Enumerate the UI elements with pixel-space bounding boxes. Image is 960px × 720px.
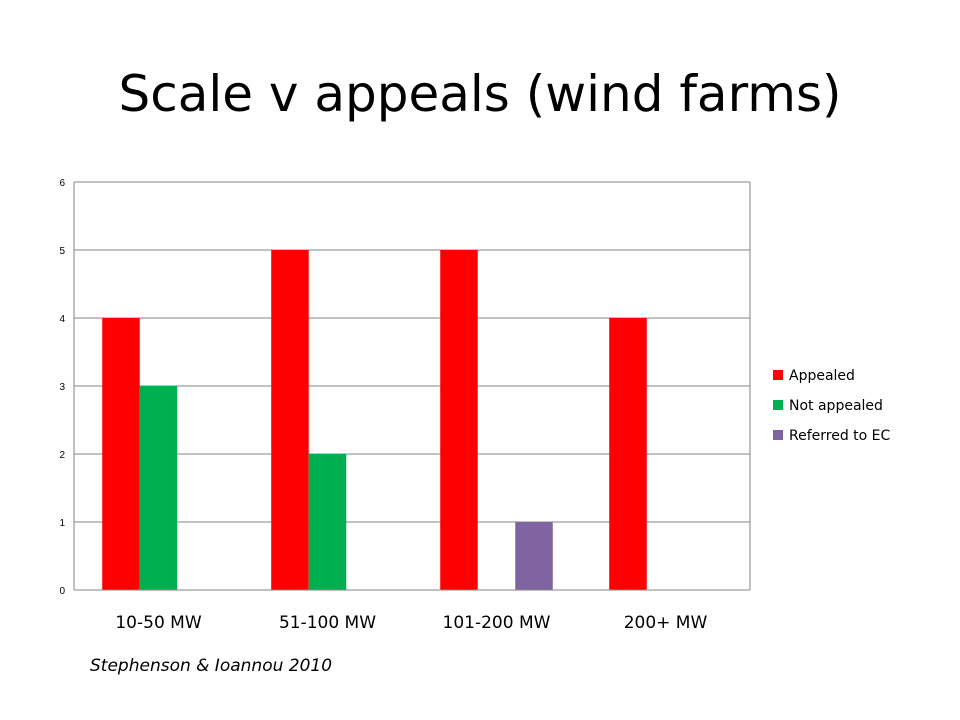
legend-label: Not appealed	[789, 398, 883, 414]
y-tick-label: 3	[59, 382, 65, 393]
y-tick-label: 5	[59, 246, 65, 257]
x-tick-label: 51-100 MW	[279, 613, 376, 633]
legend-swatch	[773, 430, 783, 440]
y-tick-label: 0	[59, 586, 65, 597]
bar	[139, 386, 178, 590]
bar	[271, 250, 309, 590]
bar	[308, 454, 347, 590]
legend-label: Appealed	[789, 368, 855, 384]
bars	[102, 250, 647, 590]
source-citation: Stephenson & Ioannou 2010	[90, 656, 333, 676]
y-tick-labels: 0 1 2 3 4 5 6	[59, 178, 65, 597]
y-tick-label: 2	[59, 450, 65, 461]
x-tick-label: 10-50 MW	[115, 613, 201, 633]
y-tick-label: 1	[59, 518, 65, 529]
legend-swatch	[773, 400, 783, 410]
bar	[102, 318, 140, 590]
axes	[73, 182, 751, 591]
legend-swatch	[773, 370, 783, 380]
legend-label: Referred to EC	[789, 428, 891, 444]
bar	[609, 318, 647, 590]
x-tick-label: 101-200 MW	[443, 613, 551, 633]
gridlines	[74, 181, 750, 523]
bar	[515, 522, 553, 590]
x-tick-label: 200+ MW	[624, 613, 708, 633]
legend: Appealed Not appealed Referred to EC	[773, 368, 891, 444]
x-tick-labels: 10-50 MW 51-100 MW 101-200 MW 200+ MW	[115, 613, 707, 633]
bar	[440, 250, 478, 590]
slide-title: Scale v appeals (wind farms)	[118, 65, 842, 123]
y-tick-label: 6	[59, 178, 65, 189]
y-tick-label: 4	[59, 314, 65, 325]
